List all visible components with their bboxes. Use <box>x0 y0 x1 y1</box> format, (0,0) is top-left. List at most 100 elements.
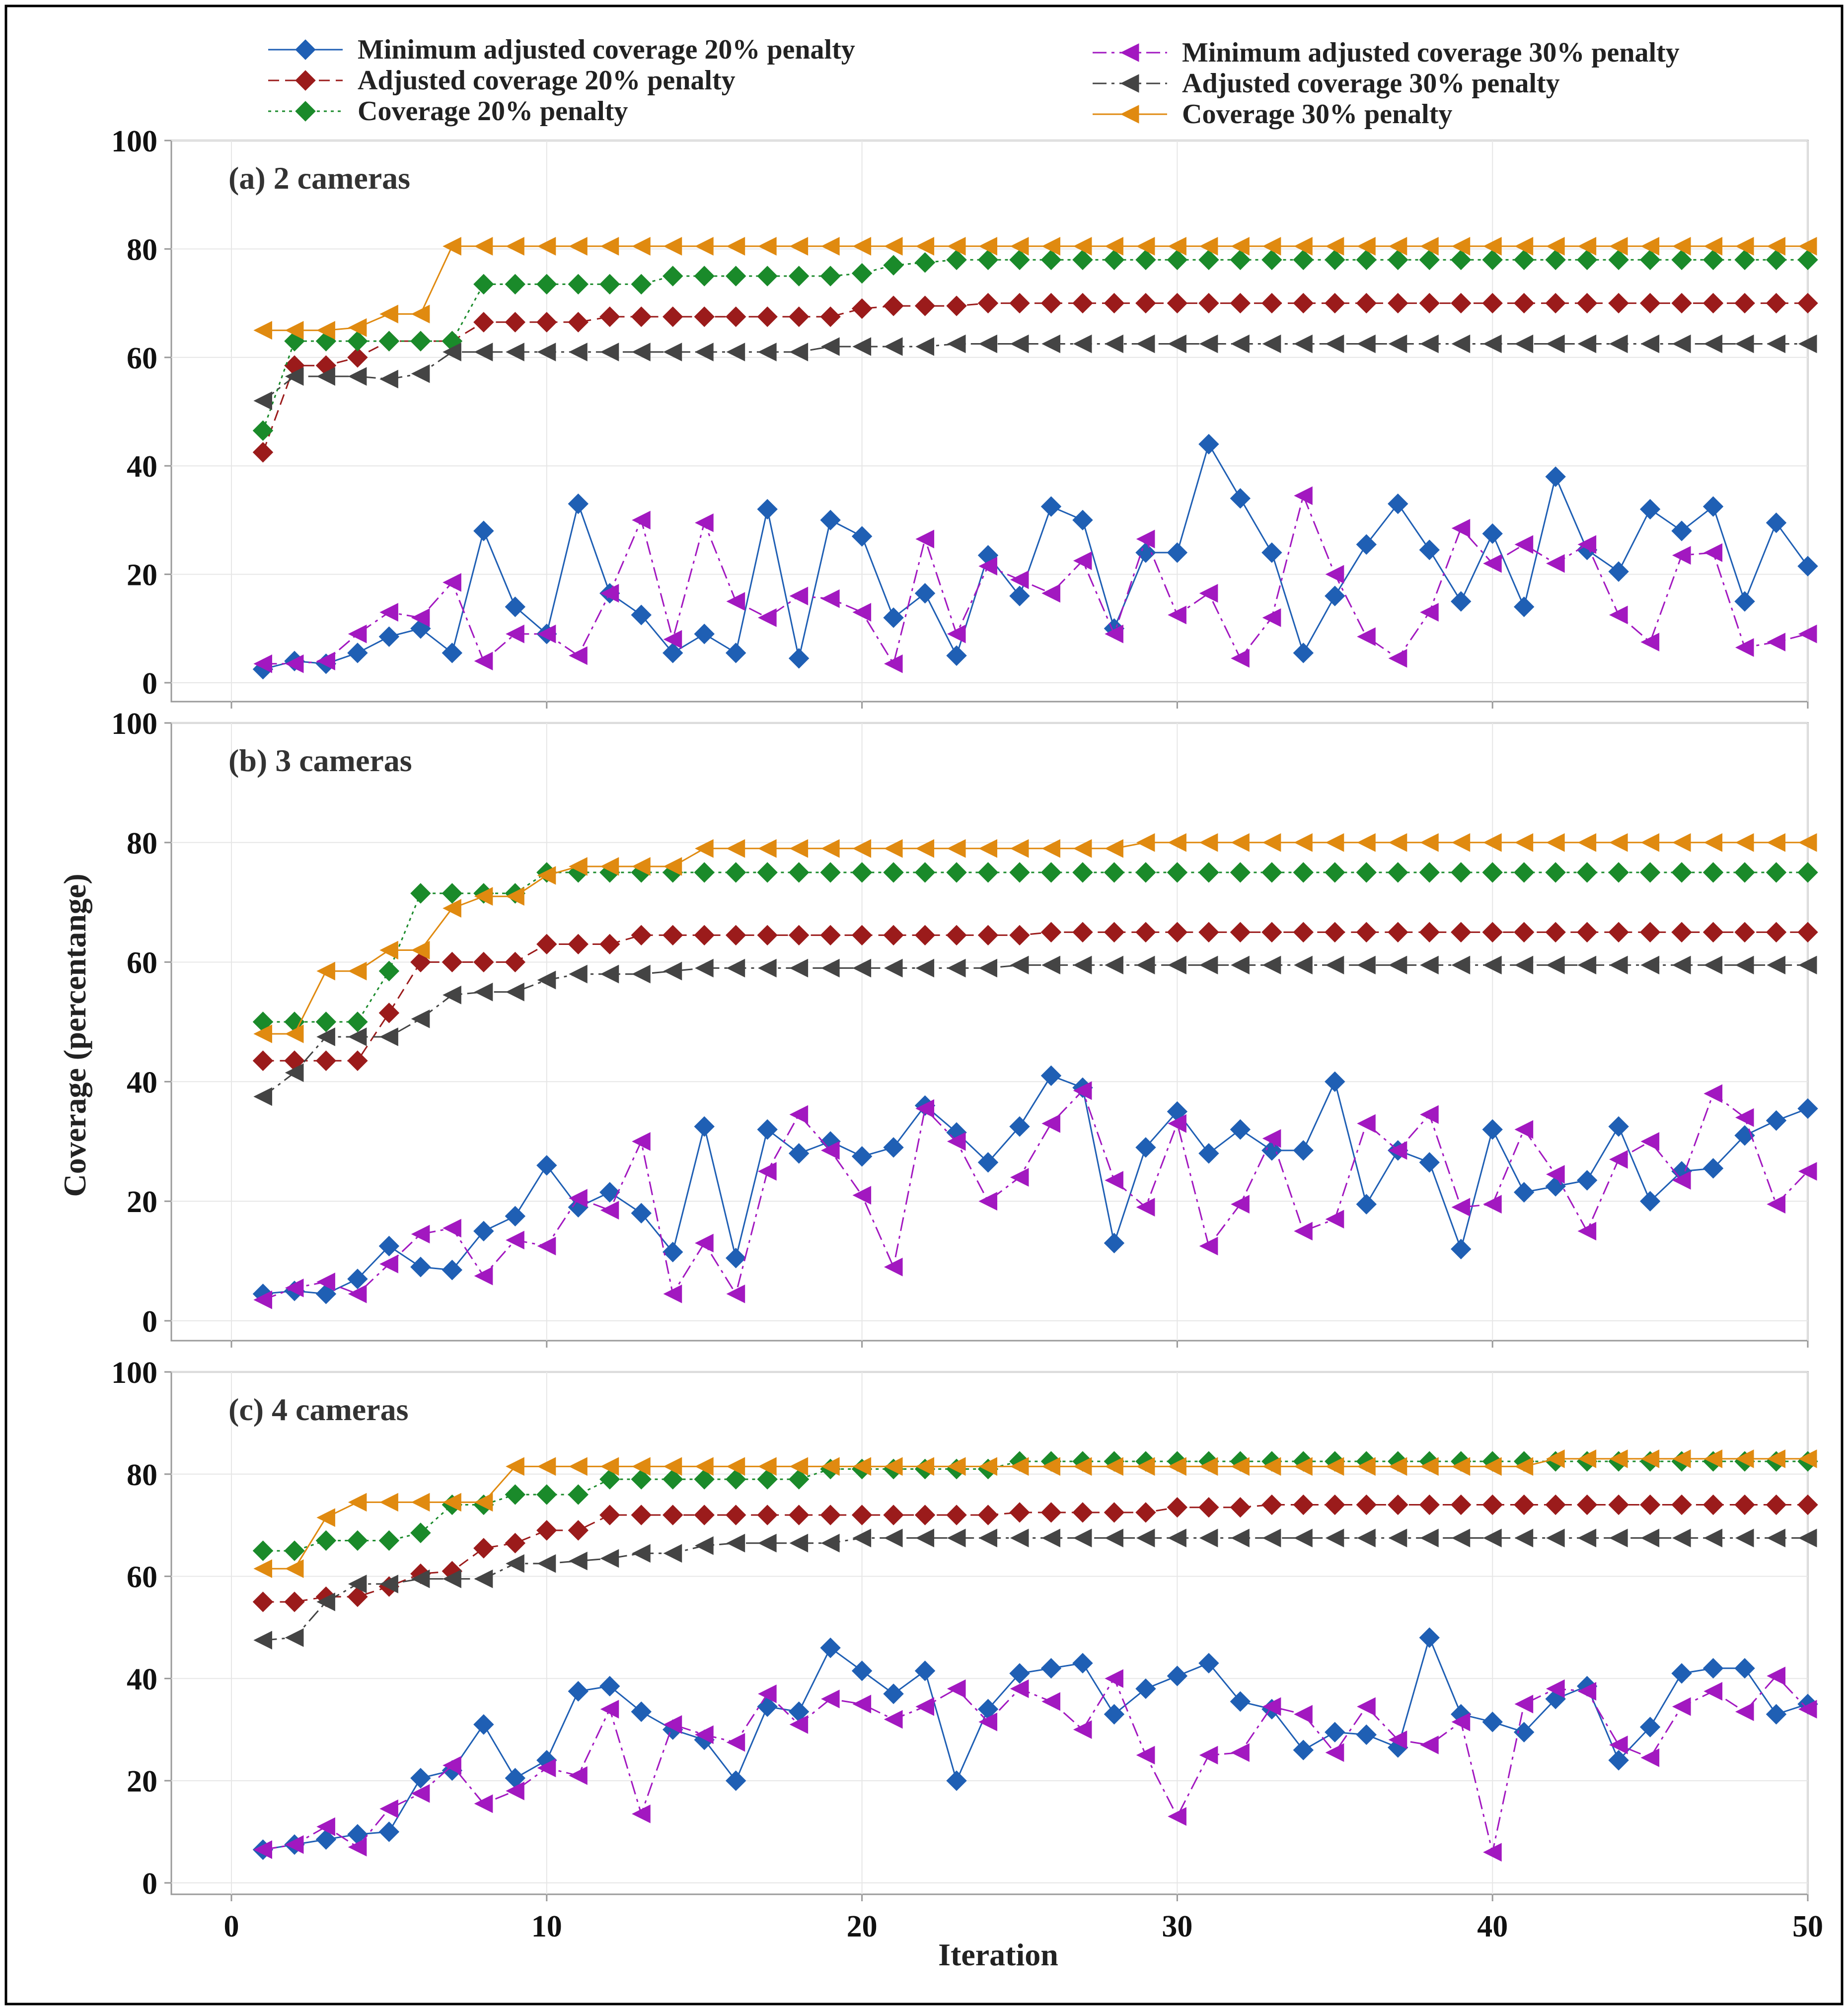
data-point <box>1703 833 1723 852</box>
data-point <box>1419 249 1440 270</box>
data-point <box>1388 922 1408 943</box>
data-point <box>599 1505 620 1525</box>
data-point <box>1073 237 1092 256</box>
data-point <box>663 1715 682 1734</box>
x-axis-label: Iteration <box>938 1937 1058 1972</box>
data-point <box>915 1099 935 1118</box>
data-point <box>1640 955 1660 975</box>
data-point <box>946 1505 967 1525</box>
data-point <box>1672 833 1691 852</box>
data-point <box>379 940 398 960</box>
data-point <box>1766 922 1787 943</box>
data-point <box>378 331 400 352</box>
data-point <box>506 1781 524 1800</box>
data-point <box>694 266 715 287</box>
data-point <box>631 1469 652 1490</box>
data-point <box>1640 1132 1660 1151</box>
data-point <box>569 343 588 361</box>
data-point <box>1294 1528 1313 1548</box>
data-point <box>1388 833 1407 852</box>
data-point <box>505 1206 526 1227</box>
data-point <box>1356 862 1377 883</box>
y-tick-label: 100 <box>111 1356 157 1390</box>
data-point <box>316 651 335 671</box>
data-point <box>1671 1494 1692 1515</box>
data-point <box>1167 862 1188 883</box>
panel-title: (b) 3 cameras <box>228 743 412 778</box>
data-point <box>316 1508 335 1527</box>
data-point <box>947 334 966 354</box>
data-point <box>1639 1191 1661 1212</box>
data-point <box>348 624 367 644</box>
data-point <box>1262 955 1281 975</box>
data-point <box>1073 1528 1092 1548</box>
series-adjusted-coverage-30-penalty <box>253 334 1817 410</box>
data-point <box>1388 1494 1408 1515</box>
data-point <box>1609 1528 1628 1548</box>
data-point <box>474 1493 493 1512</box>
data-point <box>788 1143 810 1164</box>
data-point <box>1388 955 1407 975</box>
data-point <box>632 964 651 984</box>
data-point <box>1420 603 1439 622</box>
data-point <box>978 1713 998 1731</box>
data-point <box>600 964 619 984</box>
data-point <box>1010 334 1029 354</box>
data-point <box>411 1569 430 1588</box>
data-point <box>1167 1665 1188 1686</box>
data-point <box>1325 1528 1344 1548</box>
data-point <box>1293 643 1314 663</box>
data-point <box>632 1544 651 1563</box>
y-tick-label: 60 <box>127 342 157 375</box>
data-point <box>600 1700 619 1719</box>
data-point <box>1798 833 1817 852</box>
data-point <box>1357 955 1376 975</box>
data-point <box>1766 1110 1787 1131</box>
data-point <box>1735 1702 1754 1722</box>
data-point <box>1609 833 1628 852</box>
data-point <box>1546 334 1565 354</box>
data-point <box>1294 237 1313 256</box>
data-point <box>947 1132 966 1151</box>
y-tick-label: 80 <box>127 1458 157 1492</box>
y-tick-label: 60 <box>127 1561 157 1594</box>
data-point <box>726 237 745 256</box>
series-adjusted-coverage-30-penalty <box>253 955 1817 1106</box>
y-tick-label: 20 <box>127 559 157 592</box>
data-point <box>1230 249 1251 270</box>
data-point <box>1325 1210 1344 1229</box>
data-point <box>1073 1720 1092 1739</box>
data-point <box>978 958 998 978</box>
data-point <box>599 1676 620 1697</box>
data-point <box>252 1540 274 1561</box>
series-minimum-adjusted-coverage-30-penalty <box>253 486 1817 673</box>
data-point <box>348 961 367 981</box>
data-point <box>1703 955 1723 975</box>
data-point <box>1231 237 1250 256</box>
data-point <box>821 1457 840 1476</box>
data-point <box>978 557 998 576</box>
data-point <box>1451 237 1471 256</box>
data-point <box>1325 1457 1344 1476</box>
data-point <box>1293 922 1314 943</box>
data-point <box>1451 249 1472 270</box>
data-point <box>1767 1666 1786 1686</box>
data-point <box>599 933 620 955</box>
data-point <box>1639 1494 1661 1515</box>
data-point <box>379 1493 398 1512</box>
data-point <box>537 1457 556 1476</box>
data-point <box>1671 1663 1692 1684</box>
data-point <box>1136 334 1155 354</box>
data-point <box>694 1116 715 1137</box>
data-point <box>1388 493 1408 514</box>
legend-item-minimum-adjusted-coverage-30-penalty: Minimum adjusted coverage 30% penalty <box>1093 37 1680 68</box>
data-point <box>1199 237 1218 256</box>
data-point <box>537 624 556 644</box>
data-point <box>851 526 873 547</box>
data-point <box>1576 1170 1598 1191</box>
data-point <box>506 1554 524 1573</box>
data-point <box>1451 1198 1471 1217</box>
data-point <box>1356 292 1377 314</box>
data-point <box>569 1551 588 1571</box>
data-point <box>569 1457 588 1476</box>
